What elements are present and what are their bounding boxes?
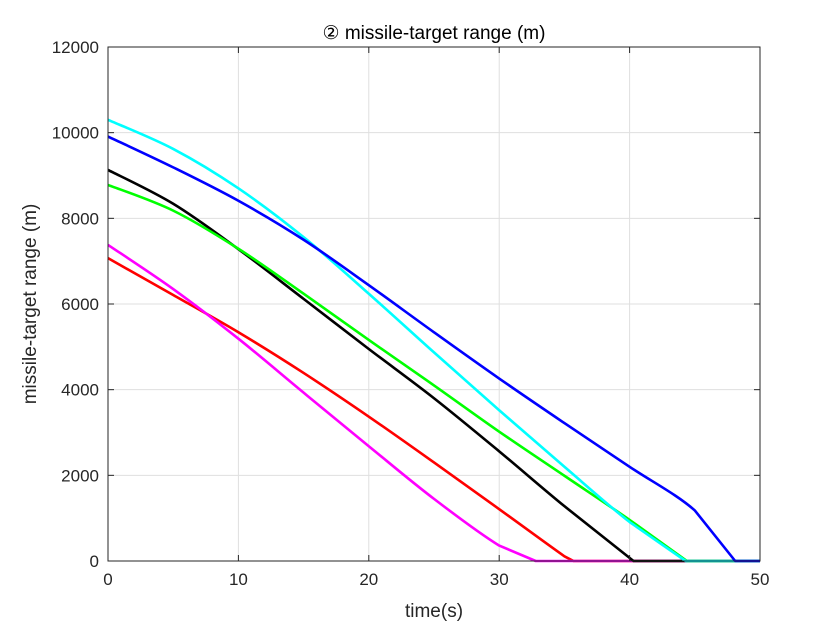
y-tick-label: 8000 [61, 209, 99, 228]
series-line-6 [107, 135, 760, 563]
x-tick-labels: 0 10 20 30 40 50 [103, 570, 769, 589]
x-tick-label: 0 [103, 570, 112, 589]
grid [107, 46, 761, 562]
y-tick-label: 2000 [61, 466, 99, 485]
x-axis-label: time(s) [405, 601, 463, 622]
y-axis-label: missile-target range (m) [20, 204, 41, 405]
series-line-4 [107, 183, 760, 563]
x-tick-label: 20 [359, 570, 378, 589]
chart-title: ② missile-target range (m) [323, 23, 546, 44]
series-line-3 [107, 168, 760, 563]
x-tick-label: 30 [490, 570, 509, 589]
y-tick-label: 4000 [61, 381, 99, 400]
y-tick-label: 6000 [61, 295, 99, 314]
series-line-1 [107, 257, 760, 563]
y-tick-label: 0 [90, 552, 99, 571]
y-tick-labels: 0 2000 4000 6000 8000 10000 12000 [52, 38, 99, 571]
x-tick-label: 40 [620, 570, 639, 589]
series-line-2 [107, 243, 760, 563]
x-tick-label: 50 [751, 570, 770, 589]
series-line-5 [107, 118, 760, 563]
y-tick-label: 12000 [52, 38, 99, 57]
y-tick-label: 10000 [52, 124, 99, 143]
series-group [107, 118, 760, 563]
x-tick-label: 10 [229, 570, 248, 589]
tick-marks [107, 46, 761, 562]
